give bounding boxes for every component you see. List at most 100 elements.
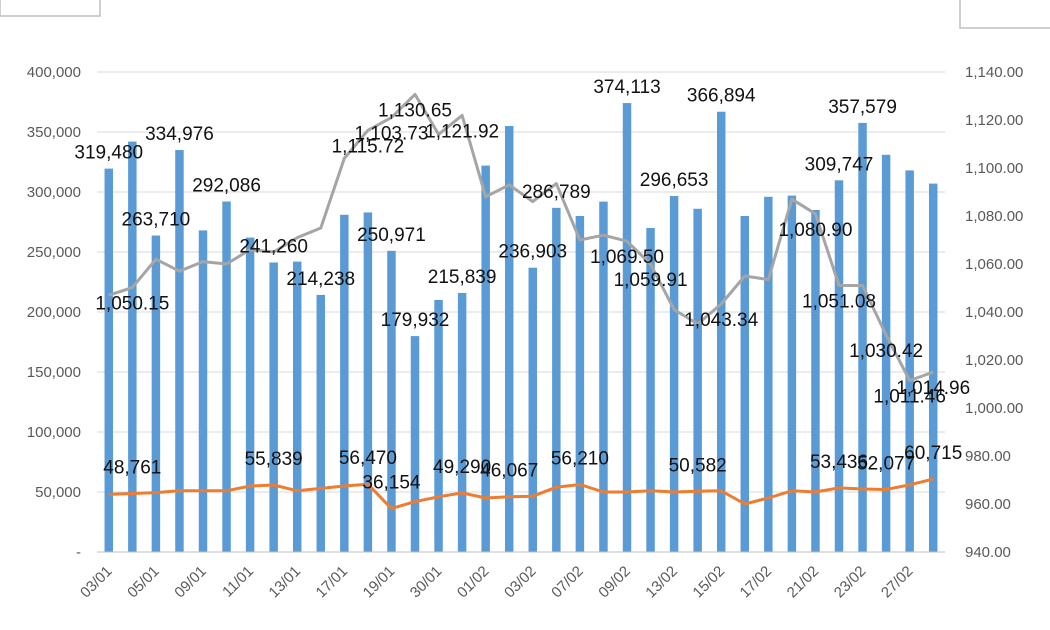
bar [622, 103, 632, 553]
line-series [108, 92, 934, 511]
data-labels: 319,480 263,710 334,976 292,086 241,260 214,2… [74, 77, 970, 494]
x-tick-label: 09/02 [595, 563, 634, 602]
orange-data-label: 52,077 [857, 454, 915, 475]
x-tick-label: 05/01 [124, 563, 163, 602]
bar-data-label: 241,260 [239, 236, 308, 257]
bar [340, 214, 349, 553]
x-tick-label: 27/02 [878, 563, 917, 602]
y-left-tick-label: 200,000 [27, 304, 81, 321]
bar-data-label: 236,903 [498, 242, 567, 263]
bar-data-label: 334,976 [145, 124, 214, 145]
x-tick-label: 23/02 [831, 563, 870, 602]
bar-data-label: 292,086 [192, 175, 261, 196]
bar-data-label: 286,789 [522, 182, 591, 203]
bar [599, 201, 608, 552]
x-tick-label: 09/01 [171, 563, 210, 602]
bar [481, 165, 490, 552]
bar-data-label: 296,653 [640, 170, 709, 191]
y-right-tick-label: 960.00 [965, 496, 1011, 513]
bar [104, 168, 114, 552]
y-left-tick-label: 350,000 [27, 124, 81, 141]
x-tick-label: 19/01 [360, 563, 399, 602]
gray-data-label: 1,115.72 [332, 136, 405, 157]
bar [316, 294, 326, 552]
gray-data-label: 1,059.91 [614, 270, 688, 291]
bar [552, 207, 561, 552]
bar [410, 336, 420, 552]
gray-data-label: 1,103.73 [354, 124, 428, 145]
orange-data-label: 36,154 [362, 473, 421, 494]
x-tick-label: 30/01 [407, 563, 446, 602]
bar [128, 141, 137, 552]
y-right-tick-label: 980.00 [965, 448, 1011, 465]
gray-data-label: 1,011.46 [873, 386, 946, 407]
orange-data-label: 48,761 [103, 457, 161, 478]
bar [834, 180, 844, 553]
bar [811, 210, 820, 552]
gray-data-label: 1,030.42 [849, 341, 923, 362]
bar-series [104, 103, 938, 553]
gray-data-label: 1,014.96 [896, 378, 970, 399]
bar [764, 196, 773, 553]
bar-data-label: 250,971 [357, 225, 426, 246]
bar-data-label: 357,579 [828, 97, 897, 118]
orange-data-label: 56,210 [551, 449, 609, 470]
bar [905, 170, 914, 552]
bar-data-label: 263,710 [122, 210, 191, 231]
gray-line-series [108, 92, 934, 382]
y-left-tick-label: 250,000 [27, 244, 81, 261]
bar [669, 196, 679, 552]
bar [434, 300, 443, 552]
bar [928, 183, 938, 552]
bar [387, 250, 396, 553]
y-right-tick-label: 1,020.00 [965, 352, 1023, 369]
orange-data-label: 50,582 [669, 455, 727, 476]
y-right-tick-label: 1,140.00 [965, 64, 1023, 81]
y-left-tick-label: 50,000 [35, 484, 81, 501]
y-right-tick-label: 1,120.00 [965, 112, 1023, 129]
orange-data-label: 49,290 [433, 457, 491, 478]
bar [151, 235, 161, 552]
bar [575, 216, 585, 552]
y-right-tick-label: 1,100.00 [965, 160, 1023, 177]
y-left-tick-label: 150,000 [27, 364, 81, 381]
bar [858, 122, 867, 552]
x-tick-label: 13/02 [642, 563, 681, 602]
bar [245, 237, 255, 552]
y-right-tick-label: 1,000.00 [965, 400, 1023, 417]
x-tick-label: 15/02 [689, 563, 728, 602]
x-tick-label: 01/02 [454, 563, 493, 602]
bar [198, 230, 208, 552]
bar [292, 261, 302, 552]
x-tick-label: 13/01 [265, 563, 304, 602]
bar [504, 126, 514, 552]
y-left-tick-label: - [76, 544, 81, 561]
y-left-tick-label: 400,000 [27, 64, 81, 81]
gridlines [97, 71, 945, 553]
legend-box-left [0, 0, 101, 17]
bar-data-label: 179,932 [381, 310, 450, 331]
y-left-tick-label: 300,000 [27, 184, 81, 201]
legend-box-right [959, 0, 1050, 29]
gray-data-label: 1,080.90 [778, 220, 852, 241]
bar-data-label: 319,480 [74, 143, 143, 164]
bar [269, 262, 278, 552]
orange-data-label: 60,715 [904, 443, 962, 464]
x-tick-label: 03/02 [501, 563, 540, 602]
bar-data-label: 309,747 [805, 154, 874, 175]
bar [881, 154, 891, 553]
bar [693, 208, 702, 553]
x-tick-label: 07/02 [548, 563, 587, 602]
bar-data-label: 214,238 [286, 269, 355, 290]
y-right-tick-label: 1,040.00 [965, 304, 1023, 321]
bar [222, 201, 231, 552]
gray-data-label: 1,051.08 [802, 291, 876, 312]
gray-data-label: 1,130.65 [378, 100, 452, 121]
bar-data-label: 215,839 [428, 267, 497, 288]
orange-data-label: 46,067 [480, 461, 538, 482]
x-tick-label: 21/02 [784, 563, 823, 602]
bar [740, 216, 750, 552]
y-right-tick-label: 1,080.00 [965, 208, 1023, 225]
